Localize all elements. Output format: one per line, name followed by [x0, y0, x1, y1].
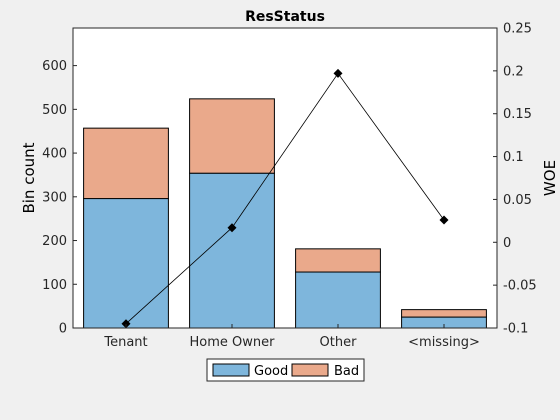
x-tick-label-0: Tenant — [103, 335, 147, 350]
y-tick-label-0: 0 — [59, 322, 67, 337]
y-tick-label-1: 100 — [42, 278, 67, 293]
bar-good-2 — [295, 271, 381, 329]
woe-point-2 — [333, 68, 343, 78]
x-axis: Tenant Home Owner Other <missing> — [103, 324, 480, 350]
legend-swatch-good — [212, 363, 250, 377]
right-axis: -0.1 -0.05 0 0.05 0.1 0.15 0.2 0.25 — [493, 22, 537, 337]
legend-label-good: Good — [254, 364, 288, 379]
legend-swatch-bad — [291, 363, 329, 377]
woe-line-group — [121, 68, 449, 329]
y2-tick-label-4: 0.1 — [503, 150, 524, 165]
y2-tick-label-6: 0.2 — [503, 64, 524, 79]
bar-bad-3 — [401, 309, 487, 318]
legend: Good Bad — [206, 358, 365, 382]
woe-line — [125, 72, 445, 325]
y2-tick-label-0: -0.1 — [503, 322, 528, 337]
bar-bad-0 — [83, 127, 169, 200]
y-axis-label: Bin count — [20, 142, 38, 213]
y2-tick-label-7: 0.25 — [503, 22, 532, 37]
left-axis: 0 100 200 300 400 500 600 — [42, 59, 77, 337]
bar-bad-2 — [295, 248, 381, 273]
y-tick-label-6: 600 — [42, 59, 67, 74]
bars-group — [83, 98, 487, 329]
x-tick-label-1: Home Owner — [190, 335, 276, 350]
y2-tick-label-2: 0 — [503, 236, 511, 251]
y2-tick-label-1: -0.05 — [503, 279, 537, 294]
y-tick-label-5: 500 — [42, 103, 67, 118]
bar-bad-1 — [189, 98, 275, 174]
woe-point-3 — [439, 215, 449, 225]
y-tick-label-4: 400 — [42, 147, 67, 162]
y-tick-label-2: 200 — [42, 234, 67, 249]
y2-axis-label: WOE — [541, 160, 559, 196]
woe-point-1 — [227, 223, 237, 233]
woe-point-0 — [121, 319, 131, 329]
bar-good-0 — [83, 198, 169, 329]
y2-tick-label-5: 0.15 — [503, 107, 532, 122]
x-tick-label-3: <missing> — [408, 335, 480, 350]
y-tick-label-3: 300 — [42, 190, 67, 205]
bar-good-1 — [189, 172, 275, 329]
chart-title: ResStatus — [245, 9, 325, 25]
y2-tick-label-3: 0.05 — [503, 193, 532, 208]
plot-frame — [72, 27, 498, 329]
legend-label-bad: Bad — [334, 364, 359, 379]
x-tick-label-2: Other — [320, 335, 358, 350]
